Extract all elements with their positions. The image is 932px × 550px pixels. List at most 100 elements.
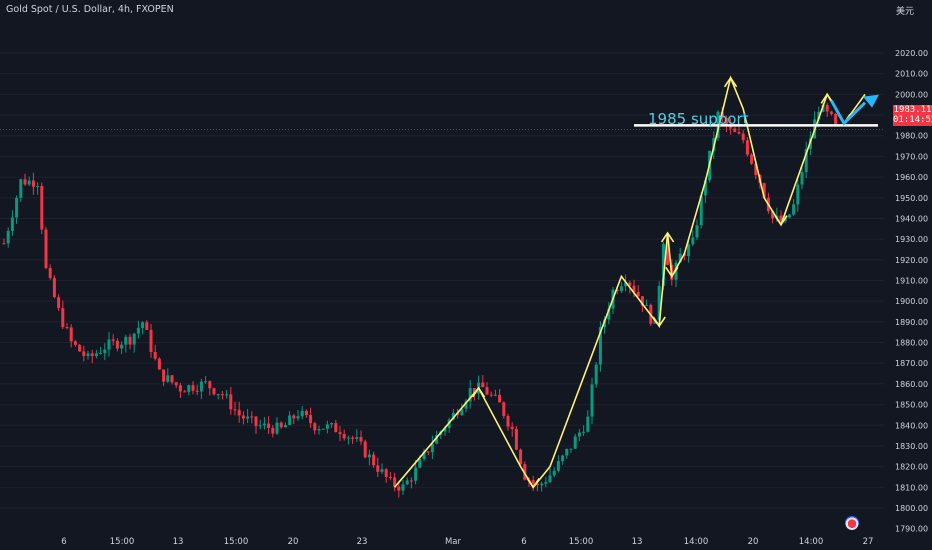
candle-body: [401, 484, 405, 491]
candle-body: [61, 308, 65, 328]
candle-body: [103, 349, 107, 354]
candle-body: [304, 410, 308, 415]
candle-body: [229, 394, 233, 410]
x-tick-label: 6: [61, 537, 66, 547]
candle-body: [535, 483, 539, 486]
candle-body: [485, 387, 489, 395]
y-tick-label: 1950.00: [895, 194, 928, 203]
candle-body: [90, 353, 94, 357]
candle-body: [594, 364, 598, 385]
zigzag-arrow-down: [526, 477, 540, 489]
candle-body: [754, 163, 758, 176]
candle-body: [628, 282, 632, 286]
candle-body: [10, 217, 14, 231]
y-tick-label: 1800.00: [895, 504, 928, 513]
x-tick-label: 14:00: [684, 537, 709, 547]
candle-body: [552, 470, 556, 476]
candle-body: [489, 394, 493, 396]
candle-body: [430, 443, 434, 453]
support-annotation: 1985 support: [648, 110, 749, 128]
candle-body: [556, 461, 560, 471]
candle-body: [279, 422, 283, 428]
candle-body: [699, 195, 703, 226]
candle-body: [540, 483, 544, 486]
zigzag-arrow-up: [820, 92, 834, 104]
candle-body: [363, 441, 367, 458]
candle-body: [283, 424, 287, 428]
candle-body: [460, 408, 464, 415]
candle-body: [153, 352, 157, 359]
x-tick-label: 13: [173, 537, 184, 547]
candle-body: [309, 414, 313, 424]
candle-body: [330, 423, 334, 425]
y-tick-label: 1840.00: [895, 421, 928, 430]
candle-body: [380, 469, 384, 472]
x-tick-label: 15:00: [110, 537, 135, 547]
candle-body: [359, 437, 363, 442]
time-axis[interactable]: 6 15:00 13 15:00 20 23 Mar 6 15:00 13 14:00 20 14:00…: [61, 537, 873, 547]
candle-body: [388, 476, 392, 478]
candle-body: [120, 344, 124, 349]
candles: [0, 102, 884, 498]
candle-body: [645, 304, 649, 306]
x-tick-label: 13: [632, 537, 643, 547]
candle-body: [565, 448, 569, 456]
candle-body: [124, 336, 128, 345]
currency-label[interactable]: 美元: [895, 7, 914, 17]
candle-body: [418, 459, 422, 468]
candle-body: [779, 215, 783, 222]
candle-body: [258, 425, 262, 427]
y-tick-label: 1910.00: [895, 277, 928, 286]
candle-body: [397, 486, 401, 491]
symbol-title[interactable]: Gold Spot / U.S. Dollar, 4h, FXOPEN: [6, 4, 174, 15]
candle-body: [703, 180, 707, 196]
candle-body: [246, 416, 250, 419]
candle-body: [317, 429, 321, 431]
zigzag-arrow-up: [471, 386, 486, 398]
candle-body: [607, 308, 611, 320]
candle-body: [426, 451, 430, 453]
y-tick-label: 1880.00: [895, 339, 928, 348]
x-tick-label: 15:00: [224, 537, 249, 547]
candle-body: [523, 464, 527, 480]
candle-body: [577, 432, 581, 437]
current-price-value: 1983.11: [893, 105, 932, 115]
candle-body: [141, 322, 145, 328]
zigzag-arrow-up: [660, 231, 675, 243]
candle-body: [44, 229, 48, 269]
zigzag-arrow-up: [723, 76, 738, 88]
candle-body: [262, 423, 266, 426]
candle-body: [598, 327, 602, 365]
projection-path: [830, 99, 867, 126]
zigzag-arrow-down: [665, 266, 679, 278]
candle-body: [69, 327, 73, 342]
candle-body: [115, 340, 119, 349]
candle-body: [73, 341, 77, 345]
candle-body: [619, 286, 623, 292]
y-tick-label: 1810.00: [895, 483, 928, 492]
zigzag-arrow-down: [652, 316, 666, 328]
candle-body: [174, 382, 178, 386]
candle-body: [443, 428, 447, 432]
candle-body: [472, 387, 476, 394]
candle-body: [372, 454, 376, 466]
candle-body: [346, 437, 350, 439]
candle-body: [750, 154, 754, 164]
candle-body: [687, 244, 691, 257]
candle-body: [36, 185, 40, 187]
candle-body: [695, 225, 699, 238]
candle-body: [451, 412, 455, 420]
candle-body: [250, 416, 254, 418]
candle-body: [233, 409, 237, 411]
candle-body: [367, 454, 371, 458]
candle-body: [195, 390, 199, 392]
candle-body: [691, 237, 695, 245]
economic-event-icon[interactable]: [845, 516, 859, 530]
candle-body: [216, 394, 220, 396]
candle-body: [573, 436, 577, 449]
candle-body: [729, 125, 733, 129]
candle-body: [792, 204, 796, 215]
candle-body: [376, 465, 380, 472]
candle-body: [409, 480, 413, 482]
